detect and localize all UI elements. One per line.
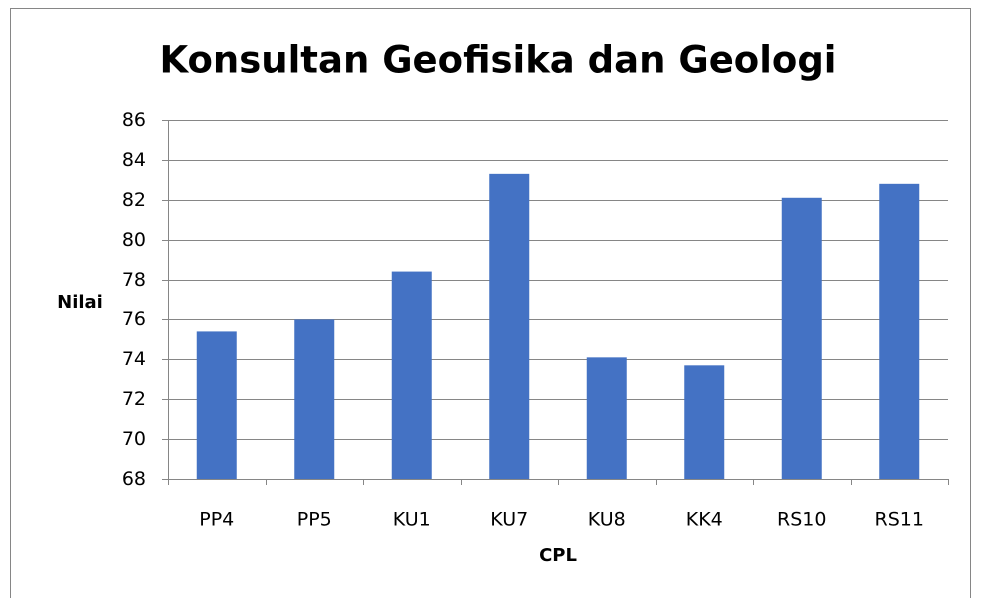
x-tick-label: KU8 [588,509,626,531]
y-tick-label: 86 [122,109,146,131]
x-tick-label: KU1 [393,509,431,531]
y-tick-label: 80 [122,229,146,251]
y-tick-label: 82 [122,189,146,211]
chart-title: Konsultan Geofisika dan Geologi [159,39,836,82]
y-tick-label: 74 [122,348,146,370]
bar [879,183,920,480]
bar [391,271,432,479]
y-tick-label: 68 [122,468,146,490]
x-tick-label: RS11 [875,509,924,531]
bar [684,365,725,479]
y-tick-label: 78 [122,269,146,291]
y-tick-label: 72 [122,388,146,410]
x-axis-label: CPL [539,545,577,566]
y-tick-label: 70 [122,428,146,450]
bar [294,319,335,479]
x-tick-label: PP5 [297,509,332,531]
bar [586,357,627,479]
x-tick-label: RS10 [777,509,826,531]
bar [489,173,530,479]
bar [781,197,822,480]
y-tick-label: 76 [122,308,146,330]
x-tick-label: KK4 [686,509,723,531]
bar [196,331,237,479]
x-tick-label: KU7 [490,509,528,531]
y-tick-label: 84 [122,149,146,171]
y-axis-label: Nilai [57,292,103,313]
x-tick-label: PP4 [199,509,234,531]
